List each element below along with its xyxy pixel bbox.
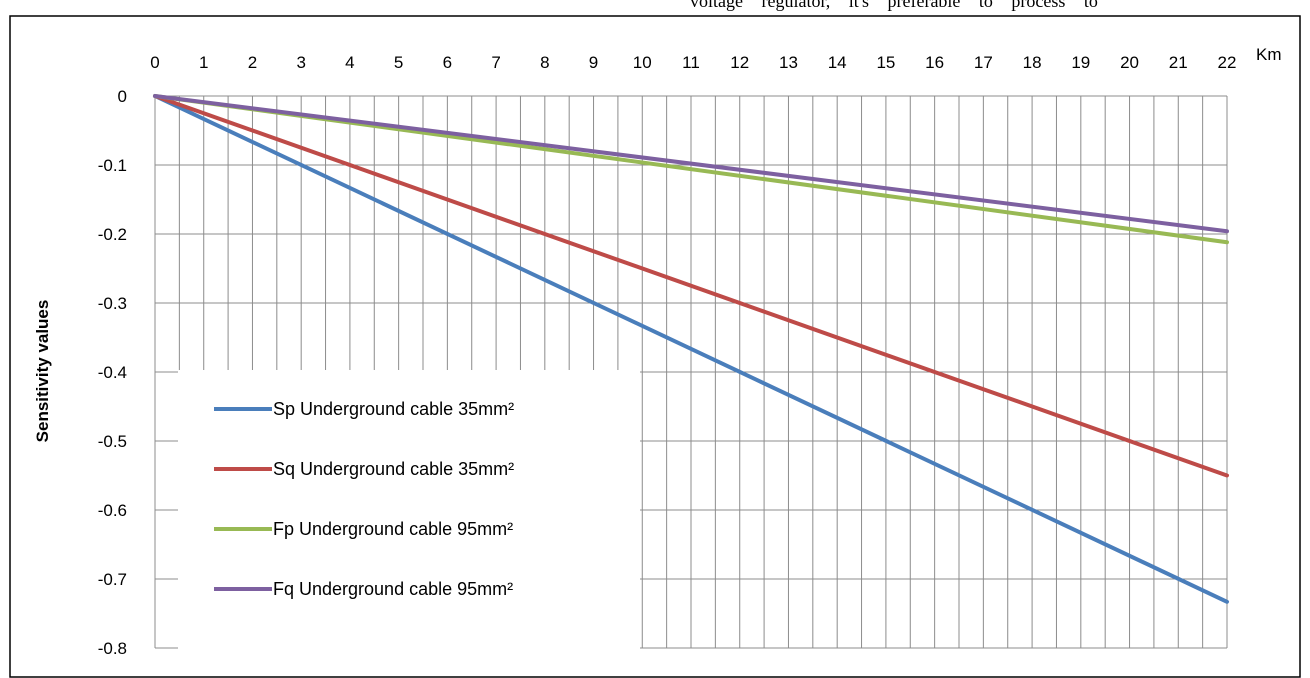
- x-tick-label: 2: [248, 53, 257, 72]
- series-line-2: [153, 94, 1229, 478]
- chart-frame: [9, 15, 1301, 678]
- header-text: voltage regulator, it's preferable to pr…: [690, 0, 1098, 11]
- x-tick-label: 7: [491, 53, 500, 72]
- legend-label: Fp Underground cable 95mm²: [273, 519, 513, 539]
- legend-background: [178, 370, 640, 670]
- legend-label: Sq Underground cable 35mm²: [273, 459, 514, 479]
- y-tick-labels: 0 -0.1 -0.2 -0.3 -0.4 -0.5 -0.6 -0.7 -0.8: [98, 87, 127, 658]
- y-axis-label: Sensitivity values: [33, 300, 52, 443]
- legend-label: Sp Underground cable 35mm²: [273, 399, 514, 419]
- x-tick-label: 5: [394, 53, 403, 72]
- x-tick-label: 1: [199, 53, 208, 72]
- y-tick-label: -0.2: [98, 225, 127, 244]
- y-tick-label: -0.4: [98, 363, 127, 382]
- x-tick-label: 4: [345, 53, 354, 72]
- x-tick-label: 14: [828, 53, 847, 72]
- x-tick-label: 20: [1120, 53, 1139, 72]
- x-tick-label: 22: [1218, 53, 1237, 72]
- series-line-4: [153, 94, 1229, 234]
- x-tick-label: 13: [779, 53, 798, 72]
- legend: Sp Underground cable 35mm² Sq Underground…: [178, 370, 640, 670]
- y-tick-label: -0.1: [98, 156, 127, 175]
- x-tick-label: 18: [1023, 53, 1042, 72]
- x-tick-labels: 0 1 2 3 4 5 6 7 8 9 10 11 12 13 14 15 16 17 18 19 20 21 22: [150, 53, 1236, 72]
- x-tick-label: 17: [974, 53, 993, 72]
- series-line-1: [153, 94, 1229, 604]
- y-tick-label: -0.8: [98, 639, 127, 658]
- x-axis-label: Km: [1256, 45, 1282, 64]
- x-tick-label: 15: [876, 53, 895, 72]
- x-tick-label: 6: [443, 53, 452, 72]
- x-tick-label: 16: [925, 53, 944, 72]
- x-tick-label: 9: [589, 53, 598, 72]
- x-tick-label: 11: [682, 53, 700, 72]
- y-tick-label: 0: [118, 87, 127, 106]
- legend-label: Fq Underground cable 95mm²: [273, 579, 513, 599]
- x-tick-label: 12: [730, 53, 749, 72]
- x-tick-label: 10: [633, 53, 652, 72]
- x-tick-label: 3: [296, 53, 305, 72]
- x-tick-label: 8: [540, 53, 549, 72]
- x-tick-label: 0: [150, 53, 159, 72]
- x-tick-label: 19: [1071, 53, 1090, 72]
- y-tick-label: -0.3: [98, 294, 127, 313]
- y-tick-label: -0.7: [98, 570, 127, 589]
- x-tick-label: 21: [1169, 53, 1188, 72]
- y-tick-label: -0.6: [98, 501, 127, 520]
- series-lines: [153, 94, 1229, 604]
- y-tick-label: -0.5: [98, 432, 127, 451]
